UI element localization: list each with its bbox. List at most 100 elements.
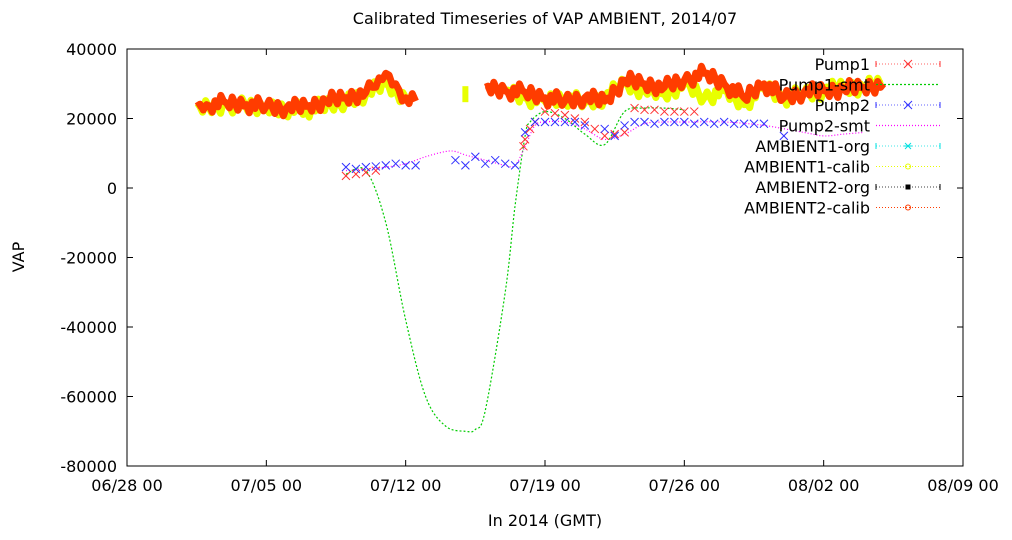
series-pump2-point <box>580 121 590 130</box>
x-tick-label: 07/19 00 <box>509 476 581 495</box>
series-pump1-point <box>640 105 649 115</box>
y-tick-label: -60000 <box>60 388 117 407</box>
x-tick-label: 07/26 00 <box>649 476 721 495</box>
series-ambient1-calib-point <box>462 86 469 103</box>
x-tick-label: 08/02 00 <box>788 476 860 495</box>
series-pump2-point <box>699 117 709 127</box>
y-tick-label: -20000 <box>60 249 117 268</box>
x-axis-label: In 2014 (GMT) <box>488 511 602 530</box>
series-pump2-point <box>610 131 620 141</box>
series-pump2-point <box>510 161 520 170</box>
series-pump2-point <box>749 119 759 129</box>
series-pump2-point <box>461 161 470 170</box>
series-layer <box>194 62 887 433</box>
series-pump2-point <box>689 119 699 129</box>
series-pump2-point <box>451 155 460 165</box>
series-pump2-point <box>500 159 510 169</box>
legend-label: AMBIENT1-calib <box>744 158 870 177</box>
series-ambient2-calib-band <box>194 69 419 120</box>
chart-title: Calibrated Timeseries of VAP AMBIENT, 20… <box>353 9 737 28</box>
series-pump1-point <box>630 103 639 113</box>
series-pump1-point <box>371 166 381 175</box>
series-pump2-point <box>371 162 381 171</box>
series-pump2-point <box>381 161 391 170</box>
series-pump1-point <box>670 107 679 116</box>
legend-marker <box>905 204 911 211</box>
series-pump2-point <box>361 162 371 172</box>
series-pump2-point <box>351 164 361 174</box>
x-tick-label: 08/09 00 <box>927 476 999 495</box>
legend-label: AMBIENT2-calib <box>744 199 870 218</box>
series-pump2-point <box>729 119 739 129</box>
x-tick-label: 06/28 00 <box>91 476 163 495</box>
series-pump1-point <box>620 128 629 137</box>
series-pump2-point <box>570 117 580 127</box>
series-pump2-point <box>600 124 610 134</box>
series-pump2-point <box>490 155 500 165</box>
series-pump1-point <box>550 108 560 118</box>
series-pump1-point <box>679 107 689 116</box>
legend-marker <box>905 163 911 170</box>
series-pump1-point <box>520 134 530 144</box>
legend-label: AMBIENT1-org <box>755 137 870 156</box>
series-pump2-point <box>679 117 689 127</box>
series-pump2-point <box>401 161 411 170</box>
series-pump2-point <box>650 119 659 129</box>
series-pump2-point <box>759 119 769 129</box>
series-pump2-point <box>341 162 351 172</box>
legend-label: Pump2-smt <box>779 117 870 136</box>
series-pump2-point <box>620 121 629 130</box>
series-pump2-point <box>560 117 570 127</box>
series-pump2-point <box>411 161 420 170</box>
series-pump2-point <box>719 117 729 127</box>
series-pump1-point <box>580 117 590 127</box>
series-pump1-point <box>560 110 570 120</box>
series-pump1-point <box>525 124 535 134</box>
series-pump1-point <box>610 129 620 139</box>
y-tick-label: 40000 <box>66 40 117 59</box>
series-pump2-point <box>540 117 550 127</box>
x-tick-label: 07/05 00 <box>231 476 303 495</box>
x-tick-label: 07/12 00 <box>370 476 442 495</box>
axis-ticks: 06/28 00 07/05 00 07/12 00 07/19 00 07/26 00… <box>60 40 998 495</box>
legend-label: Pump1 <box>815 55 870 74</box>
series-pump1-point <box>540 107 550 116</box>
series-pump2-point <box>779 131 789 141</box>
series-pump1-point <box>650 105 659 115</box>
series-pump1-point <box>689 107 699 116</box>
series-pump2-point <box>739 119 749 129</box>
y-axis-label: VAP <box>9 241 28 272</box>
series-pump2-point <box>520 128 530 137</box>
legend-label: Pump2 <box>815 96 870 115</box>
legend-label: AMBIENT2-org <box>755 178 870 197</box>
series-pump2-point <box>660 117 669 127</box>
y-tick-label: -40000 <box>60 318 117 337</box>
series-ambient2-calib-band <box>484 62 887 110</box>
legend-label: Pump1-smt <box>779 76 870 95</box>
y-tick-label: 20000 <box>66 110 117 129</box>
legend-marker <box>905 184 911 190</box>
y-tick-label: 0 <box>107 179 117 198</box>
series-pump1-point <box>590 124 600 134</box>
series-pump1-point <box>341 171 351 181</box>
series-pump2-point <box>470 152 480 162</box>
legend-marker <box>903 59 913 69</box>
y-tick-label: -80000 <box>60 457 117 476</box>
series-pump2-point <box>670 117 679 127</box>
series-pump2-point <box>709 119 719 129</box>
series-pump1-point <box>660 107 669 116</box>
series-pump2-smt-line <box>345 120 864 172</box>
series-pump2-point <box>530 117 540 127</box>
series-pump2-point <box>391 159 401 169</box>
series-pump1-point <box>600 131 610 141</box>
series-pump1-point <box>519 141 528 151</box>
series-pump1-point <box>570 114 580 123</box>
series-pump1-smt-line <box>345 107 685 433</box>
series-pump2-point <box>550 117 560 127</box>
series-pump2-point <box>630 117 639 127</box>
series-pump2-point <box>480 159 490 169</box>
legend-marker <box>903 100 913 110</box>
series-pump2-point <box>640 117 649 127</box>
